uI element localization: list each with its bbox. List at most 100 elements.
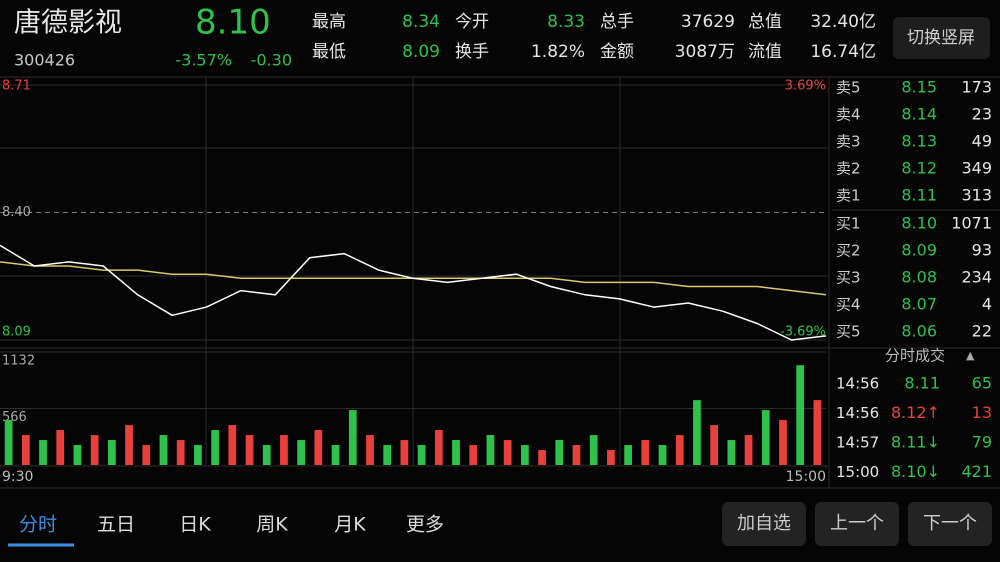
y-tick-label: 8.71	[2, 79, 31, 94]
book-price: 8.12	[901, 159, 937, 178]
volume-bar	[56, 430, 65, 465]
volume-bar	[710, 425, 719, 465]
volume-bar	[589, 435, 598, 465]
book-volume: 49	[972, 132, 992, 151]
book-volume: 313	[961, 186, 992, 205]
stat-label: 最高	[312, 12, 346, 32]
tab[interactable]: 分时	[19, 514, 57, 536]
button-label[interactable]: 加自选	[737, 513, 791, 534]
book-volume: 23	[972, 105, 992, 124]
volume-bar	[400, 440, 409, 465]
button-bg[interactable]	[908, 502, 992, 546]
volume-bar	[727, 440, 736, 465]
stat-value: 8.33	[547, 12, 585, 32]
button-bg[interactable]	[893, 17, 990, 59]
volume-bar	[21, 435, 30, 465]
volume-bar	[675, 435, 684, 465]
tab[interactable]: 更多	[406, 514, 444, 536]
chart-frame	[0, 76, 1000, 489]
trade-time: 14:56	[836, 404, 879, 422]
stat-value: 8.34	[402, 12, 440, 32]
book-label: 买4	[836, 296, 861, 314]
y-tick-label: 8.09	[2, 325, 31, 340]
book-price: 8.08	[901, 268, 937, 287]
x-tick-label: 15:00	[786, 469, 826, 485]
stat-label: 金额	[600, 42, 634, 62]
book-volume: 93	[972, 241, 992, 260]
button-label[interactable]: 上一个	[830, 513, 884, 534]
change: -0.30	[251, 51, 292, 70]
trade-volume: 79	[972, 433, 992, 452]
button-bg[interactable]	[815, 502, 899, 546]
book-price: 8.11	[901, 186, 937, 205]
stat-label: 总手	[600, 12, 634, 32]
volume-bar	[693, 400, 701, 465]
stat-value: 3087万	[675, 42, 735, 62]
tab[interactable]: 五日	[97, 514, 135, 536]
y2-tick-label: 3.69%	[785, 79, 826, 94]
stat-label: 流值	[748, 42, 782, 62]
stat-value: 37629	[681, 12, 735, 32]
book-price: 8.06	[901, 322, 937, 341]
volume-bar	[452, 440, 460, 465]
book-price: 8.13	[901, 132, 937, 151]
trade-price: 8.11	[904, 374, 940, 393]
tab[interactable]: 月K	[334, 514, 366, 536]
tab[interactable]: 周K	[256, 514, 288, 536]
trade-volume: 13	[972, 403, 992, 422]
volume-bar	[486, 435, 495, 465]
volume-bar	[607, 450, 615, 465]
collapse-arrow[interactable]: ▲	[966, 349, 975, 362]
stock-name: 唐德影视	[14, 8, 122, 39]
tab[interactable]: 日K	[179, 514, 211, 536]
button-label[interactable]: 切换竖屏	[907, 28, 975, 48]
volume-bar	[331, 445, 340, 465]
button-bg[interactable]	[722, 502, 806, 546]
volume-bar	[142, 445, 151, 465]
volume-bar	[90, 435, 99, 465]
x-tick-label: 9:30	[2, 469, 33, 485]
toggle-button[interactable]: 切换竖屏	[893, 17, 990, 59]
volume-bar	[761, 410, 770, 465]
volume-bar	[176, 440, 185, 465]
y-tick-label: 8.40	[2, 205, 31, 220]
volume-bar	[314, 430, 323, 465]
trade-time: 14:57	[836, 434, 879, 452]
volume-bar	[779, 420, 787, 465]
trade-price: 8.10↓	[891, 462, 940, 481]
volume-bar	[520, 445, 529, 465]
volume-bar	[297, 440, 306, 465]
trade-volume: 65	[972, 374, 992, 393]
trade-price: 8.11↓	[891, 433, 940, 452]
volume-bar	[624, 445, 632, 465]
book-volume: 234	[961, 268, 992, 287]
volume-bar	[125, 425, 133, 465]
book-label: 卖1	[836, 187, 861, 205]
volume-bar	[538, 450, 546, 465]
volume-bar	[469, 445, 478, 465]
book-price: 8.07	[901, 295, 937, 314]
book-volume: 173	[961, 78, 992, 97]
button-label[interactable]: 下一个	[923, 513, 977, 534]
book-label: 买5	[836, 323, 861, 341]
book-volume: 349	[961, 159, 992, 178]
stat-label: 最低	[312, 42, 346, 62]
volume-bar	[280, 435, 288, 465]
last-price: 8.10	[195, 3, 271, 43]
volume-bar	[211, 430, 219, 465]
volume-bar	[641, 440, 650, 465]
stat-value: 8.09	[402, 42, 440, 62]
trades-title: 分时成交	[885, 347, 945, 365]
stock-code: 300426	[14, 51, 75, 70]
volume-bar	[796, 365, 805, 465]
y2-tick-label: -3.69%	[780, 325, 826, 340]
volume-bar	[813, 400, 822, 465]
book-label: 买1	[836, 215, 861, 233]
volume-bar	[348, 410, 357, 465]
trade-time: 15:00	[836, 463, 879, 481]
book-price: 8.09	[901, 241, 937, 260]
book-price: 8.15	[901, 78, 937, 97]
book-label: 卖3	[836, 133, 861, 151]
volume-bar	[4, 420, 13, 465]
